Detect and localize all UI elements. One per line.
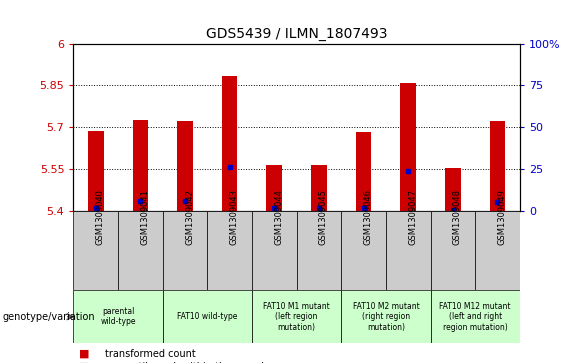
- FancyBboxPatch shape: [73, 290, 163, 343]
- Text: GSM1309043: GSM1309043: [229, 189, 238, 245]
- Text: GSM1309046: GSM1309046: [364, 189, 372, 245]
- Text: GSM1309040: GSM1309040: [96, 189, 105, 245]
- Bar: [401, 82, 416, 211]
- Text: GSM1309044: GSM1309044: [275, 189, 283, 245]
- Text: FAT10 M2 mutant
(right region
mutation): FAT10 M2 mutant (right region mutation): [353, 302, 419, 332]
- Text: GSM1309047: GSM1309047: [408, 189, 417, 245]
- Bar: [177, 122, 193, 211]
- FancyBboxPatch shape: [252, 211, 297, 290]
- Title: GDS5439 / ILMN_1807493: GDS5439 / ILMN_1807493: [206, 27, 388, 41]
- FancyBboxPatch shape: [431, 290, 520, 343]
- Bar: [490, 121, 505, 211]
- Text: GSM1309045: GSM1309045: [319, 189, 328, 245]
- FancyBboxPatch shape: [163, 290, 252, 343]
- Text: FAT10 M12 mutant
(left and right
region mutation): FAT10 M12 mutant (left and right region …: [440, 302, 511, 332]
- Text: ■: ■: [79, 362, 90, 363]
- FancyBboxPatch shape: [341, 211, 386, 290]
- Text: transformed count: transformed count: [105, 349, 195, 359]
- FancyBboxPatch shape: [341, 290, 431, 343]
- FancyBboxPatch shape: [386, 211, 431, 290]
- FancyBboxPatch shape: [118, 211, 163, 290]
- FancyBboxPatch shape: [475, 211, 520, 290]
- FancyBboxPatch shape: [73, 211, 118, 290]
- Text: ■: ■: [79, 349, 90, 359]
- Bar: [88, 131, 103, 211]
- FancyBboxPatch shape: [297, 211, 341, 290]
- Text: FAT10 wild-type: FAT10 wild-type: [177, 312, 237, 321]
- Text: FAT10 M1 mutant
(left region
mutation): FAT10 M1 mutant (left region mutation): [263, 302, 330, 332]
- Bar: [356, 132, 371, 211]
- FancyBboxPatch shape: [431, 211, 475, 290]
- Text: percentile rank within the sample: percentile rank within the sample: [105, 362, 270, 363]
- Text: GSM1309048: GSM1309048: [453, 189, 462, 245]
- Text: GSM1309049: GSM1309049: [498, 189, 506, 245]
- Bar: [222, 76, 237, 211]
- FancyBboxPatch shape: [163, 211, 207, 290]
- Text: parental
wild-type: parental wild-type: [101, 307, 136, 326]
- Bar: [133, 120, 148, 211]
- FancyBboxPatch shape: [252, 290, 341, 343]
- Bar: [267, 164, 282, 211]
- FancyBboxPatch shape: [207, 211, 252, 290]
- Text: GSM1309042: GSM1309042: [185, 189, 194, 245]
- Bar: [311, 166, 327, 211]
- Text: genotype/variation: genotype/variation: [3, 312, 95, 322]
- Text: GSM1309041: GSM1309041: [141, 189, 149, 245]
- Bar: [445, 168, 460, 211]
